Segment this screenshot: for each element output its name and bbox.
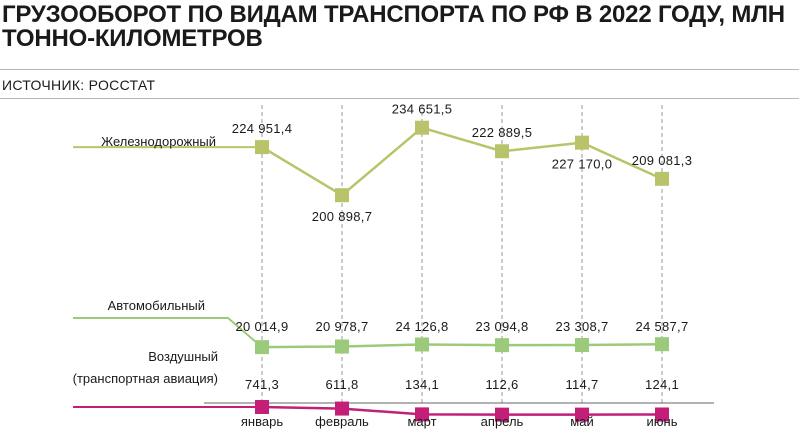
data-point-февраль (335, 401, 349, 416)
data-label-апрель: 222 889,5 (472, 125, 533, 140)
data-label-январь: 224 951,4 (232, 121, 293, 136)
series-name-label: Железнодорожный (101, 134, 216, 149)
data-point-февраль (335, 188, 349, 203)
x-tick-апрель: апрель (481, 414, 524, 429)
data-point-июнь (655, 337, 669, 352)
series-2: Автомобильный 20 014,9 20 978,7 24 126,8 23 … (73, 298, 688, 355)
data-point-январь (255, 399, 269, 414)
data-label-февраль: 20 978,7 (315, 319, 368, 334)
source-note: ИСТОЧНИК: РОССТАТ (2, 77, 156, 93)
data-point-май (575, 407, 589, 422)
data-point-март (415, 407, 429, 422)
data-label-март: 234 651,5 (392, 102, 453, 117)
data-point-январь (255, 340, 269, 355)
data-label-май: 114,7 (565, 377, 598, 392)
data-point-май (575, 135, 589, 150)
source-divider (0, 98, 799, 99)
data-label-июнь: 124,1 (645, 377, 679, 392)
data-label-апрель: 112,6 (485, 377, 518, 392)
data-label-апрель: 23 094,8 (475, 319, 528, 334)
chart-title: ГРУЗООБОРОТ ПО ВИДАМ ТРАНСПОРТА ПО РФ В … (2, 1, 785, 52)
data-label-март: 134,1 (405, 377, 439, 392)
data-point-март (415, 120, 429, 135)
series-group: Железнодорожный 224 951,4 200 898,7 234 651… (73, 102, 693, 422)
data-point-февраль (335, 339, 349, 354)
data-label-июнь: 24 587,7 (635, 319, 688, 334)
series-3: Воздушный (транспортная авиация) 741,3 611,… (73, 349, 679, 422)
data-point-июнь (655, 171, 669, 186)
data-point-апрель (495, 144, 509, 159)
data-point-апрель (495, 338, 509, 353)
x-tick-май: май (570, 414, 593, 429)
data-point-апрель (495, 407, 509, 422)
data-label-май: 227 170,0 (552, 157, 613, 172)
series-1: Железнодорожный 224 951,4 200 898,7 234 651… (73, 102, 693, 224)
x-axis-ticks: январь февраль март апрель май июнь (241, 414, 678, 429)
data-point-май (575, 338, 589, 353)
data-point-январь (255, 140, 269, 155)
x-tick-март: март (407, 414, 436, 429)
series-name-label: Воздушный (148, 349, 218, 364)
category-gridlines (261, 105, 663, 403)
data-label-февраль: 611,8 (325, 377, 358, 392)
data-label-май: 23 308,7 (555, 319, 608, 334)
series-name-label-line2: (транспортная авиация) (73, 371, 218, 386)
data-label-январь: 741,3 (245, 377, 279, 392)
series-line (261, 126, 663, 197)
data-label-июнь: 209 081,3 (632, 153, 693, 168)
data-label-март: 24 126,8 (395, 319, 448, 334)
title-divider (0, 69, 799, 70)
series-line (261, 342, 663, 349)
x-tick-июнь: июнь (647, 414, 678, 429)
series-name-label: Автомобильный (108, 298, 205, 313)
data-point-март (415, 337, 429, 352)
x-tick-январь: январь (241, 414, 283, 429)
data-label-январь: 20 014,9 (235, 319, 288, 334)
data-label-февраль: 200 898,7 (312, 209, 373, 224)
series-leader-line (73, 317, 263, 348)
series-line (261, 405, 663, 416)
x-tick-февраль: февраль (315, 414, 369, 429)
data-point-июнь (655, 407, 669, 422)
